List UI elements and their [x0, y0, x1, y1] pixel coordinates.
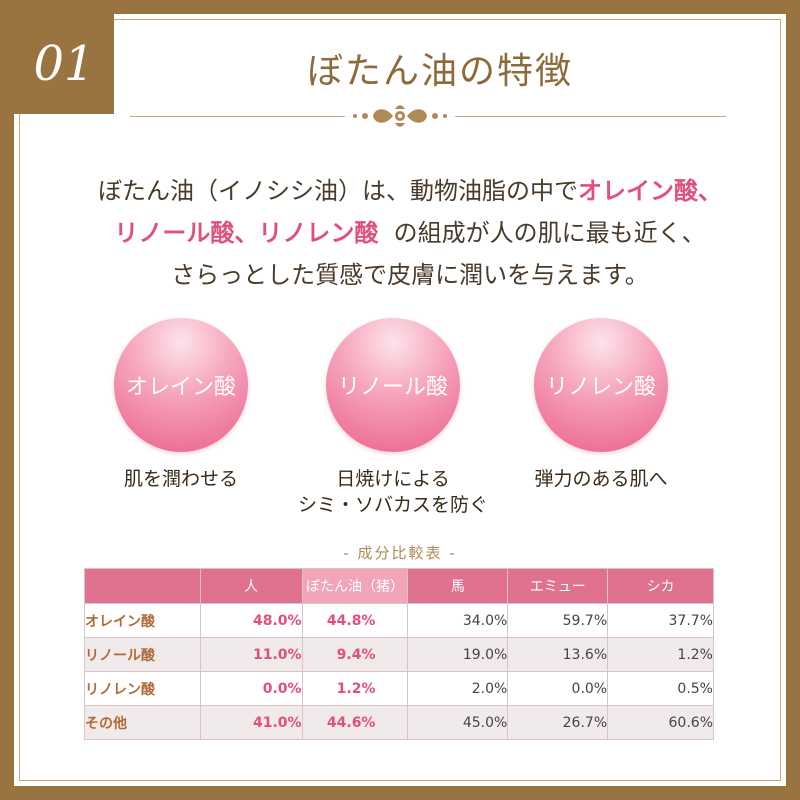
- header-human: 人: [199, 568, 303, 604]
- feature-caption-oleic: 肌を潤わせる: [123, 468, 238, 490]
- row-label: その他: [84, 705, 201, 740]
- composition-table: 人 ぼたん油（猪） 馬 エミュー シカ オレイン酸 48.0% 44.8% 34…: [84, 568, 714, 740]
- feature-caption-linolenic: 弾力のある肌へ: [534, 468, 668, 490]
- cell: 19.0%: [407, 637, 509, 672]
- feature-circle-linolenic: リノレン酸: [534, 318, 668, 452]
- table-title: - 成分比較表 -: [343, 544, 457, 562]
- cell: 41.0%: [199, 705, 303, 740]
- row-label: オレイン酸: [84, 603, 201, 638]
- row-label: リノレン酸: [84, 671, 201, 706]
- table-header-row: 人 ぼたん油（猪） 馬 エミュー シカ: [84, 568, 714, 604]
- cell: 45.0%: [407, 705, 509, 740]
- cell: 60.6%: [607, 705, 714, 740]
- feature-circle-linoleic: リノール酸: [326, 318, 460, 452]
- header-emu: エミュー: [507, 568, 609, 604]
- cell: 26.7%: [507, 705, 609, 740]
- page-title: ぼたん油の特徴: [306, 51, 573, 92]
- cell: 1.2%: [607, 637, 714, 672]
- cell: 0.5%: [607, 671, 714, 706]
- feature-caption-linoleic: 日焼けによる シミ・ソバカスを防ぐ: [297, 468, 488, 516]
- section-number-badge: 01: [14, 14, 114, 114]
- cell: 11.0%: [199, 637, 303, 672]
- header-horse: 馬: [407, 568, 509, 604]
- row-label: リノール酸: [84, 637, 201, 672]
- header-deer: シカ: [607, 568, 714, 604]
- ornament-icon: [345, 100, 455, 132]
- cell: 37.7%: [607, 603, 714, 638]
- cell: 48.0%: [199, 603, 303, 638]
- cell: 13.6%: [507, 637, 609, 672]
- header-blank: [84, 568, 201, 604]
- cell: 44.8%: [301, 603, 409, 638]
- table-row: リノレン酸 0.0% 1.2% 2.0% 0.0% 0.5%: [84, 671, 714, 706]
- cell: 2.0%: [407, 671, 509, 706]
- cell: 44.6%: [301, 705, 409, 740]
- cell: 59.7%: [507, 603, 609, 638]
- cell: 9.4%: [301, 637, 409, 672]
- cell: 0.0%: [507, 671, 609, 706]
- header-botan-oil: ぼたん油（猪）: [301, 568, 409, 604]
- cell: 34.0%: [407, 603, 509, 638]
- table-row: その他 41.0% 44.6% 45.0% 26.7% 60.6%: [84, 705, 714, 740]
- feature-circle-oleic: オレイン酸: [114, 318, 248, 452]
- table-row: リノール酸 11.0% 9.4% 19.0% 13.6% 1.2%: [84, 637, 714, 672]
- intro-text: ぼたん油（イノシシ油）は、動物油脂の中でオレイン酸、 リノール酸、リノレン酸 の…: [98, 177, 722, 289]
- cell: 1.2%: [301, 671, 409, 706]
- cell: 0.0%: [199, 671, 303, 706]
- table-row: オレイン酸 48.0% 44.8% 34.0% 59.7% 37.7%: [84, 603, 714, 638]
